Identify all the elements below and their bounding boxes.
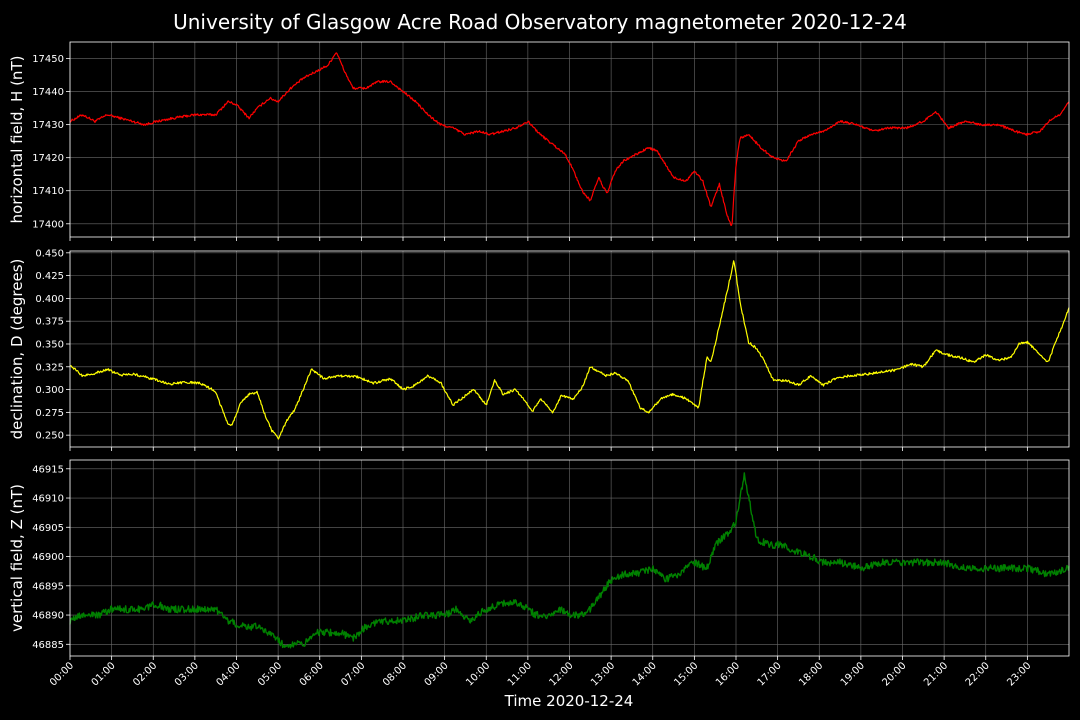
plot-frame (69, 459, 1070, 657)
y-tick-label: 0.275 (35, 408, 64, 419)
x-tick-label: 18:00 (797, 660, 825, 688)
y-tick-label: 0.250 (35, 431, 64, 442)
plot-frame (69, 41, 1070, 238)
y-tick-label: 46915 (32, 464, 64, 475)
y-tick-label: 46885 (32, 640, 64, 651)
y-tick-label: 0.300 (35, 385, 64, 396)
series-line-2 (69, 260, 1070, 440)
x-tick-label: 19:00 (839, 660, 867, 688)
y-tick-label: 0.350 (35, 339, 64, 350)
y-tick-label: 0.325 (35, 362, 64, 373)
panel-3: 46885 46890 46895 46900 46905 46910 46915 verti… (8, 459, 1070, 660)
x-tick-label: 02:00 (131, 660, 159, 688)
y-tick-label: 0.425 (35, 271, 64, 282)
y-tick-label: 17430 (32, 120, 64, 131)
y-tick-label: 17420 (32, 153, 64, 164)
y-tick-label: 0.400 (35, 294, 64, 305)
x-tick-label: 16:00 (714, 660, 742, 688)
x-tick-label: 11:00 (506, 660, 534, 688)
x-tick-label: 09:00 (423, 660, 451, 688)
panel-1: 17400 17410 17420 17430 17440 17450 horizontal… (8, 41, 1070, 241)
series-line-1 (69, 52, 1070, 226)
y-tick-label: 46905 (32, 523, 64, 534)
x-tick-label: 15:00 (672, 660, 700, 688)
x-tick-label: 00:00 (48, 660, 76, 688)
panel-2: 0.250 0.275 0.300 0.325 0.350 0.375 0.400 0.425… (8, 248, 1070, 451)
x-tick-label: 12:00 (547, 660, 575, 688)
x-tick-label: 04:00 (214, 660, 242, 688)
x-tick-label: 03:00 (173, 660, 201, 688)
y-tick-label: 46895 (32, 581, 64, 592)
y-tick-label: 17410 (32, 186, 64, 197)
y-tick-label: 46910 (32, 494, 64, 505)
x-tick-label: 10:00 (464, 660, 492, 688)
x-tick-label: 08:00 (381, 660, 409, 688)
x-tick-label: 13:00 (589, 660, 617, 688)
y-tick-label: 46890 (32, 611, 64, 622)
x-tick-label: 06:00 (298, 660, 326, 688)
x-tick-label: 14:00 (631, 660, 659, 688)
x-tick-label: 05:00 (256, 660, 284, 688)
chart-title: University of Glasgow Acre Road Observat… (173, 10, 907, 34)
y-tick-label: 17450 (32, 54, 64, 65)
x-tick-label: 21:00 (922, 660, 950, 688)
y-tick-label: 0.375 (35, 317, 64, 328)
series-line-3 (69, 472, 1070, 649)
y-tick-label: 0.450 (35, 248, 64, 259)
y-axis-label: horizontal field, H (nT) (8, 56, 26, 224)
y-tick-label: 46900 (32, 552, 64, 563)
x-tick-label: 17:00 (756, 660, 784, 688)
y-axis-label: declination, D (degrees) (8, 259, 26, 440)
y-axis-label: vertical field, Z (nT) (8, 484, 26, 632)
x-axis-label: Time 2020-12-24 (504, 692, 634, 710)
x-tick-label: 20:00 (880, 660, 908, 688)
x-tick-label: 07:00 (339, 660, 367, 688)
x-tick-label: 01:00 (90, 660, 118, 688)
plot-frame (69, 250, 1070, 448)
y-tick-label: 17440 (32, 87, 64, 98)
x-tick-label: 22:00 (964, 660, 992, 688)
x-tick-label: 23:00 (1005, 660, 1033, 688)
y-tick-label: 17400 (32, 219, 64, 230)
